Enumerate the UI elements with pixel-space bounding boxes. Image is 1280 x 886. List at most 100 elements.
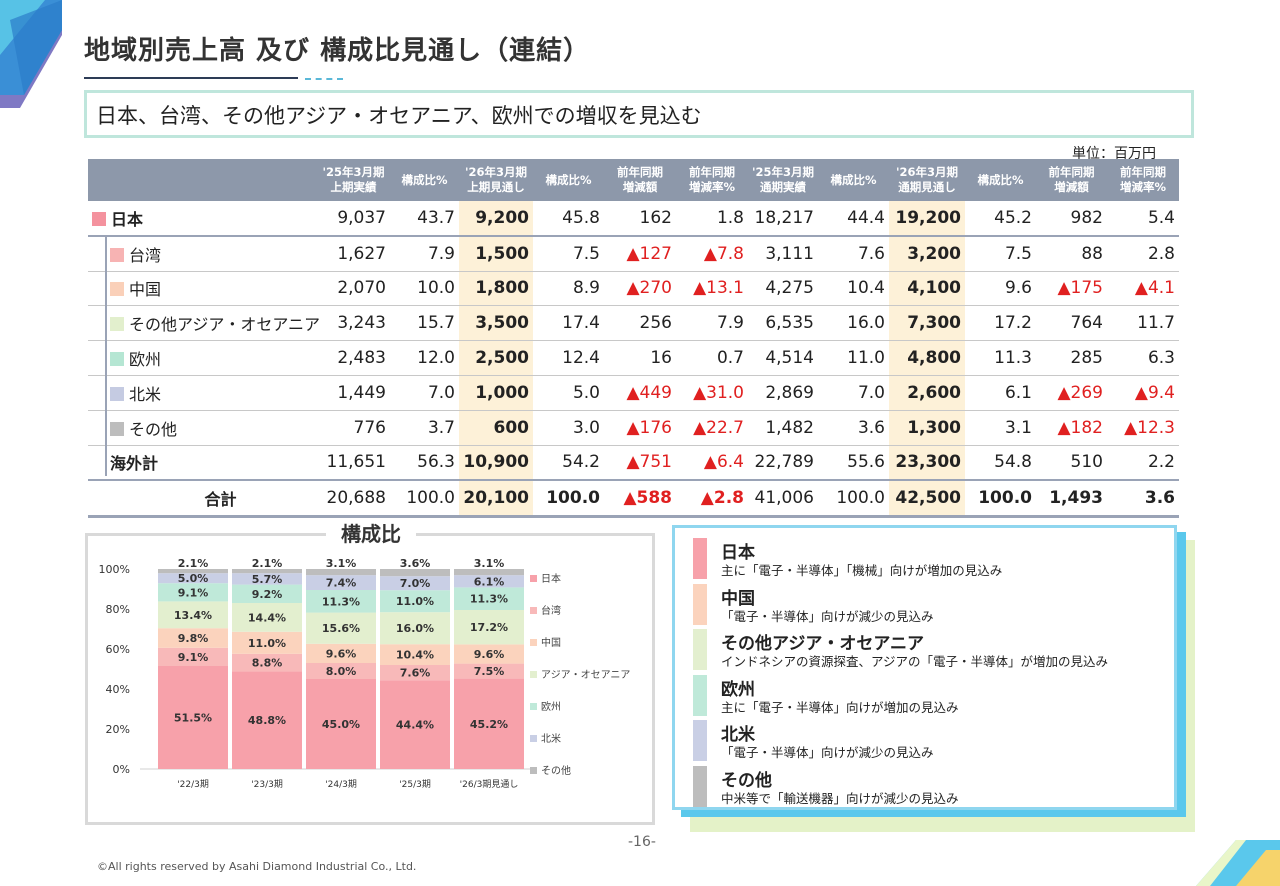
value-cell: 256: [604, 305, 676, 342]
value-cell: 7.9: [676, 305, 748, 342]
bar-segment: [232, 653, 302, 672]
data-label: 3.6%: [400, 557, 431, 570]
bar-segment: [306, 569, 376, 576]
value-cell: 1,493: [1036, 480, 1107, 519]
value-cell: 12.0: [390, 340, 459, 376]
value-cell: 3,243: [317, 305, 390, 342]
value-cell: 11,651: [317, 445, 390, 482]
value-cell: 1,000: [459, 375, 533, 411]
region-description: 中米等で「輸送機器」向けが減少の見込み: [721, 790, 959, 806]
y-tick-label: 100%: [99, 563, 130, 576]
value-cell: 1,300: [889, 410, 965, 446]
y-tick-label: 20%: [106, 723, 130, 736]
value-cell: 100.0: [965, 480, 1036, 519]
region-name-cell: 海外計: [88, 445, 317, 482]
value-cell: 776: [317, 410, 390, 446]
data-label: 9.6%: [474, 648, 505, 661]
data-label: 9.6%: [326, 647, 357, 660]
bar-segment: [232, 631, 302, 654]
bar-segment: [454, 587, 524, 610]
region-outlook-panel: 日本 主に「電子・半導体」「機械」向けが増加の見込み 中国 「電子・半導体」向けが減少…: [672, 525, 1177, 810]
table-header-cell: '26年3月期 通期見通し: [889, 159, 965, 201]
value-cell: 982: [1036, 201, 1107, 237]
color-swatch: [110, 282, 124, 297]
value-cell: 12.4: [533, 340, 604, 376]
region-name-cell: 日本: [88, 201, 317, 237]
value-cell: 100.0: [818, 480, 889, 519]
region-heading: 北米: [721, 725, 755, 745]
region-name: 北米: [129, 384, 162, 404]
value-cell: ▲2.8: [676, 480, 748, 519]
region-name: 合計: [204, 490, 237, 510]
value-cell: 1,500: [459, 235, 533, 272]
unit-label: 単位：百万円: [1072, 146, 1156, 162]
region-description: 「電子・半導体」向けが減少の見込み: [721, 745, 934, 760]
table-header-cell: '26年3月期 上期見通し: [459, 159, 533, 201]
legend-swatch: [530, 767, 537, 774]
bar-segment: [232, 584, 302, 603]
table-header-cell: '25年3月期 通期実績: [748, 159, 818, 201]
value-cell: 1.8: [676, 201, 748, 237]
title-underline: [84, 77, 298, 79]
region-description: 「電子・半導体」向けが減少の見込み: [721, 608, 934, 624]
region-heading: 中国: [721, 588, 755, 609]
color-swatch: [110, 421, 124, 436]
bar-segment: [158, 569, 228, 574]
table-header-row: '25年3月期 上期実績 構成比% '26年3月期 上期見通し 構成比% 前年同期 増減額 前年…: [88, 159, 1179, 201]
data-label: 9.8%: [178, 632, 209, 645]
region-name-cell: その他アジア・オセアニア: [88, 305, 320, 342]
value-cell: 6.3: [1107, 340, 1179, 376]
value-cell: 2,500: [459, 340, 533, 376]
value-cell: 7.0: [818, 375, 889, 411]
legend-label: 台湾: [541, 604, 561, 617]
value-cell: ▲22.7: [676, 410, 748, 446]
value-cell: 9.6: [965, 271, 1036, 307]
region-color-bar: [693, 629, 707, 670]
value-cell: 5.4: [1107, 201, 1179, 237]
table-header-cell: 構成比%: [533, 159, 604, 201]
table-header-cell: [88, 159, 317, 201]
region-name: 中国: [129, 280, 162, 300]
region-color-bar: [693, 538, 707, 579]
data-label: 10.4%: [396, 649, 434, 662]
bar-segment: [158, 583, 228, 602]
value-cell: 510: [1036, 445, 1107, 482]
region-heading: その他: [721, 770, 772, 791]
data-label: 2.1%: [178, 557, 209, 570]
table-header-cell: 構成比%: [390, 159, 459, 201]
value-cell: 42,500: [889, 480, 965, 519]
region-name-cell: 中国: [88, 271, 317, 307]
legend-label: 欧州: [541, 701, 561, 713]
table-header-cell: 前年同期 増減率%: [1107, 159, 1179, 201]
data-label: 9.1%: [178, 586, 209, 599]
data-label: 16.0%: [396, 622, 434, 635]
page-number: -16-: [628, 834, 656, 850]
bar-segment: [454, 678, 524, 769]
data-label: 9.2%: [252, 588, 283, 601]
value-cell: ▲751: [604, 445, 676, 482]
value-cell: 20,688: [317, 480, 390, 519]
color-swatch: [110, 352, 124, 367]
bar-segment: [454, 663, 524, 679]
value-cell: 54.8: [965, 445, 1036, 482]
region-name-cell: 欧州: [88, 340, 317, 376]
data-label: 7.4%: [326, 577, 357, 590]
value-cell: 45.8: [533, 201, 604, 237]
value-cell: 17.4: [533, 305, 604, 342]
value-cell: ▲176: [604, 410, 676, 446]
subtitle: 日本、台湾、その他アジア・オセアニア、欧州での増収を見込む: [96, 104, 702, 128]
bar-segment: [232, 569, 302, 574]
value-cell: 7.6: [818, 235, 889, 272]
bar-segment: [380, 576, 450, 591]
bar-segment: [232, 603, 302, 632]
value-cell: 54.2: [533, 445, 604, 482]
bar-segment: [454, 575, 524, 588]
value-cell: 17.2: [965, 305, 1036, 342]
bar-segment: [454, 610, 524, 645]
x-tick-label: '23/3期: [251, 779, 283, 790]
color-swatch: [110, 247, 124, 262]
value-cell: ▲6.4: [676, 445, 748, 482]
region-heading: 日本: [721, 543, 755, 563]
legend-label: 北米: [541, 732, 561, 745]
corner-logo-bottom-right: [1196, 840, 1280, 886]
